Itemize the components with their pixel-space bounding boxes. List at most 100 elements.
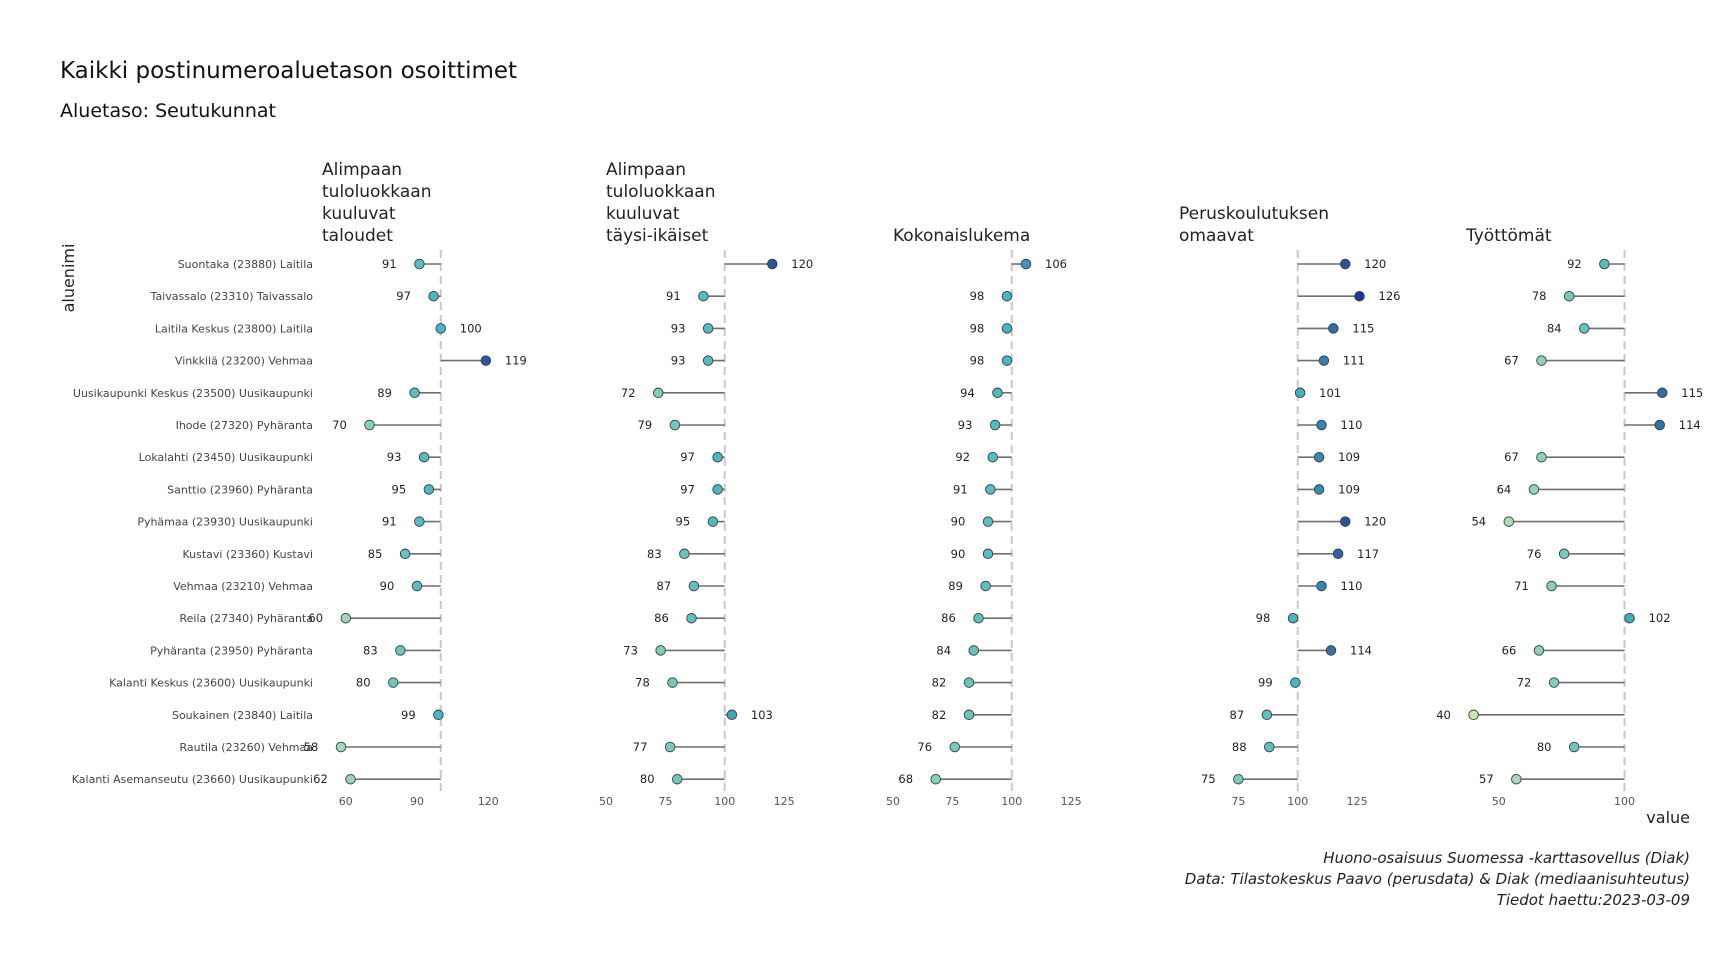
lollipop-point	[1316, 419, 1327, 431]
x-axis-label: value	[1646, 808, 1690, 827]
facet-title-line: Peruskoulutuksen	[1179, 204, 1329, 224]
value-label: 91	[953, 482, 968, 496]
value-label: 93	[671, 321, 686, 335]
lollipop-point	[1654, 419, 1665, 431]
lollipop-point	[411, 580, 423, 592]
value-label: 98	[970, 321, 985, 335]
x-tick-label: 90	[410, 795, 424, 808]
value-label: 78	[635, 676, 650, 690]
value-label: 90	[951, 547, 966, 561]
value-label: 111	[1343, 354, 1365, 368]
value-label: 68	[898, 772, 913, 786]
lollipop-point	[702, 355, 714, 366]
lollipop-point	[667, 677, 678, 688]
chart-title: Kaikki postinumeroaluetason osoittimet	[60, 58, 517, 84]
value-label: 72	[621, 386, 636, 400]
facet-title-line: Kokonaislukema	[893, 226, 1030, 246]
facet-title-line: omaavat	[1179, 226, 1254, 246]
facet-title-line: täysi-ikäiset	[606, 226, 709, 246]
lollipop-point	[698, 290, 709, 302]
value-label: 64	[1497, 482, 1512, 496]
value-label: 94	[960, 386, 975, 400]
region-label: Lokalahti (23450) Uusikaupunki	[139, 451, 313, 464]
value-label: 76	[917, 740, 932, 754]
lollipop-point	[664, 741, 676, 753]
lollipop-point	[980, 580, 991, 592]
x-tick-label: 60	[339, 795, 353, 808]
x-tick-label: 120	[478, 795, 499, 808]
value-label: 92	[1567, 257, 1582, 271]
caption-line-1: Huono-osaisuus Suomessa -karttasovellus …	[1323, 849, 1690, 867]
value-label: 102	[1649, 611, 1671, 625]
lollipop-point	[1261, 709, 1273, 721]
facet-title-line: tuloluokkaan	[322, 182, 431, 202]
lollipop-point	[1313, 484, 1325, 495]
lollipop-point	[395, 645, 406, 656]
lollipop-point	[1328, 323, 1339, 334]
value-label: 109	[1338, 450, 1360, 464]
value-label: 86	[654, 611, 669, 625]
value-label: 82	[932, 708, 947, 722]
x-tick-label: 125	[1347, 795, 1368, 808]
facet-title-line: Alimpaan	[606, 160, 686, 180]
lollipop-point	[1001, 323, 1013, 334]
lollipop-point	[726, 709, 738, 721]
value-label: 98	[970, 289, 985, 303]
x-tick-label: 75	[945, 795, 959, 808]
value-label: 60	[308, 611, 323, 625]
x-tick-label: 75	[1231, 795, 1245, 808]
value-label: 75	[1201, 772, 1216, 786]
lollipop-point	[399, 548, 411, 560]
value-label: 120	[1364, 515, 1386, 529]
lollipop-point	[1001, 290, 1013, 302]
region-label: Taivassalo (23310) Taivassalo	[150, 290, 314, 303]
value-label: 80	[1537, 740, 1552, 754]
x-tick-label: 100	[714, 795, 735, 808]
value-label: 90	[951, 515, 966, 529]
value-label: 86	[941, 611, 956, 625]
lollipop-point	[414, 516, 425, 527]
value-label: 99	[1258, 676, 1273, 690]
lollipop-point	[712, 484, 723, 495]
lollipop-point	[1599, 258, 1610, 270]
lollipop-point	[1313, 451, 1325, 463]
lollipop-point	[712, 451, 723, 463]
lollipop-point	[985, 484, 996, 495]
lollipop-point	[428, 290, 439, 302]
value-label: 120	[1364, 257, 1386, 271]
value-label: 66	[1502, 643, 1517, 657]
value-label: 93	[958, 418, 973, 432]
region-label: Rautila (23260) Vehmaa	[180, 741, 313, 754]
region-label: Reila (27340) Pyhäranta	[180, 612, 313, 625]
value-label: 95	[392, 482, 407, 496]
value-label: 106	[1045, 257, 1067, 271]
lollipop-point	[414, 258, 425, 270]
lollipop-point	[1001, 355, 1013, 366]
value-label: 80	[640, 772, 655, 786]
facet-panel: Alimpaantuloluokkaankuuluvattäysi-ikäise…	[599, 160, 813, 808]
lollipop-point	[1233, 773, 1244, 785]
lollipop-point	[388, 677, 399, 688]
x-tick-label: 75	[658, 795, 672, 808]
value-label: 73	[623, 643, 638, 657]
region-label: Santtio (23960) Pyhäranta	[167, 483, 313, 496]
lollipop-point	[1325, 645, 1337, 656]
lollipop-point	[655, 645, 666, 656]
lollipop-point	[1563, 290, 1575, 302]
facet-title-line: Alimpaan	[322, 160, 402, 180]
value-label: 93	[671, 354, 686, 368]
region-label: Ihode (27320) Pyhäranta	[176, 419, 313, 432]
lollipop-point	[1533, 645, 1545, 656]
value-label: 40	[1436, 708, 1451, 722]
y-axis-label: aluenimi	[59, 244, 78, 313]
lollipop-point	[423, 484, 435, 495]
value-label: 91	[382, 257, 397, 271]
value-label: 87	[657, 579, 672, 593]
value-label: 114	[1679, 418, 1701, 432]
value-label: 57	[1479, 772, 1494, 786]
lollipop-point	[1339, 258, 1351, 270]
value-label: 101	[1319, 386, 1341, 400]
lollipop-point	[480, 355, 492, 366]
facet-title-line: taloudet	[322, 226, 393, 246]
value-label: 117	[1357, 547, 1379, 561]
